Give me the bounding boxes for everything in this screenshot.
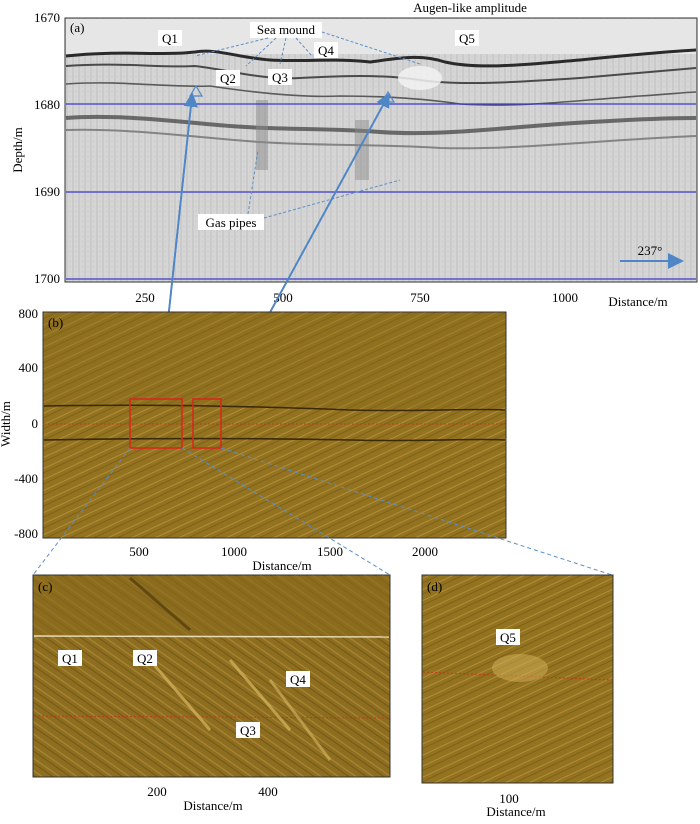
panel-c-q3: Q3 — [240, 723, 256, 738]
label-q5: Q5 — [459, 31, 475, 46]
panel-a-ytick-1690: 1690 — [34, 184, 60, 199]
streak-1 — [129, 576, 191, 632]
label-q1: Q1 — [162, 31, 178, 46]
panel-a: Augen-like amplitude (a) Depth/m 1670 16… — [10, 0, 698, 309]
panel-d: (d) Q5 100 Distance/m — [421, 574, 614, 819]
panel-a-ytick-1670: 1670 — [34, 10, 60, 25]
panel-b-xtick-1500: 1500 — [317, 544, 343, 559]
panel-b-image — [42, 311, 507, 539]
streak-3 — [228, 659, 292, 731]
label-q3: Q3 — [272, 70, 288, 85]
panel-a-title: Augen-like amplitude — [413, 0, 527, 15]
zoom-leader-c-right — [181, 447, 391, 576]
panel-b-xtick-1000: 1000 — [221, 544, 247, 559]
panel-b-xlabel: Distance/m — [252, 558, 311, 573]
heading-label: 237° — [638, 243, 663, 258]
sea-mound-leader-q3 — [279, 37, 287, 65]
sea-mound-leader-q1 — [194, 37, 269, 57]
panel-b-label: (b) — [48, 315, 63, 330]
label-gas-pipes: Gas pipes — [206, 215, 257, 230]
panel-d-image — [421, 574, 614, 784]
panel-c-track-white — [33, 635, 390, 638]
panel-c-xtick-200: 200 — [147, 784, 167, 799]
label-q4: Q4 — [318, 43, 334, 58]
zoom-leader-c-left — [32, 447, 131, 576]
panel-c-upper — [34, 576, 389, 636]
streak-4 — [268, 679, 332, 761]
gas-pipe-2 — [355, 120, 369, 180]
panel-a-ytick-1680: 1680 — [34, 97, 60, 112]
reflector-band-1 — [65, 63, 697, 85]
panel-c-q2: Q2 — [137, 651, 153, 666]
panel-c-q1: Q1 — [62, 651, 78, 666]
panel-c: (c) Q1 Q2 Q3 Q4 200 400 Distance/m — [32, 574, 391, 813]
panel-d-xtick-100: 100 — [499, 791, 519, 806]
panel-d-mound — [492, 654, 548, 682]
panel-a-xtick-250: 250 — [135, 290, 155, 305]
panel-b-xtick-500: 500 — [129, 544, 149, 559]
panel-b-upper-shade — [44, 313, 505, 408]
reflector-band-3 — [65, 114, 697, 136]
callout-box-d — [192, 398, 222, 449]
panel-d-track-red — [422, 671, 613, 681]
track-line-upper — [43, 404, 506, 412]
panel-b-ytick-neg800: -800 — [14, 526, 38, 541]
label-q2: Q2 — [220, 71, 236, 86]
panel-a-xtick-1000: 1000 — [552, 290, 578, 305]
panel-a-xtick-500: 500 — [273, 290, 293, 305]
panel-a-xtick-750: 750 — [410, 290, 430, 305]
mound-q5 — [398, 66, 442, 90]
sea-mound-leader-q4 — [295, 37, 313, 57]
track-line-lower — [43, 437, 506, 442]
panel-c-xtick-400: 400 — [258, 784, 278, 799]
streak-2 — [148, 659, 212, 731]
panel-b-ytick-neg400: -400 — [14, 471, 38, 486]
seabed-reflector — [65, 48, 697, 68]
panel-c-label: (c) — [38, 579, 52, 594]
gas-pipe-1 — [256, 100, 268, 170]
panel-b-ylabel: Width/m — [0, 401, 13, 447]
panel-b-ytick-400: 400 — [19, 360, 39, 375]
panel-a-label: (a) — [70, 20, 84, 35]
label-sea-mound: Sea mound — [257, 22, 316, 37]
panel-b: (b) Width/m 800 400 0 -400 -800 500 1000… — [0, 306, 507, 573]
panel-c-track-red — [33, 715, 390, 719]
panel-b-ytick-0: 0 — [32, 416, 39, 431]
reflector-band-4 — [65, 128, 697, 150]
panel-a-ytick-1700: 1700 — [34, 271, 60, 286]
gas-pipes-leader-1 — [247, 149, 259, 215]
sea-mound-leader-q5 — [321, 31, 421, 65]
panel-a-ylabel: Depth/m — [10, 127, 25, 173]
sea-mound-leader-q2 — [245, 37, 277, 67]
panel-a-xlabel: Distance/m — [608, 294, 667, 309]
panel-d-label: (d) — [427, 579, 442, 594]
callout-box-c — [129, 398, 183, 449]
panel-b-ytick-800: 800 — [19, 306, 39, 321]
panel-c-q4: Q4 — [290, 672, 306, 687]
zoom-leader-d-right — [220, 447, 613, 576]
panel-d-xlabel: Distance/m — [486, 804, 545, 819]
panel-d-q5: Q5 — [500, 630, 516, 645]
panel-b-xtick-2000: 2000 — [412, 544, 438, 559]
panel-c-xlabel: Distance/m — [183, 798, 242, 813]
